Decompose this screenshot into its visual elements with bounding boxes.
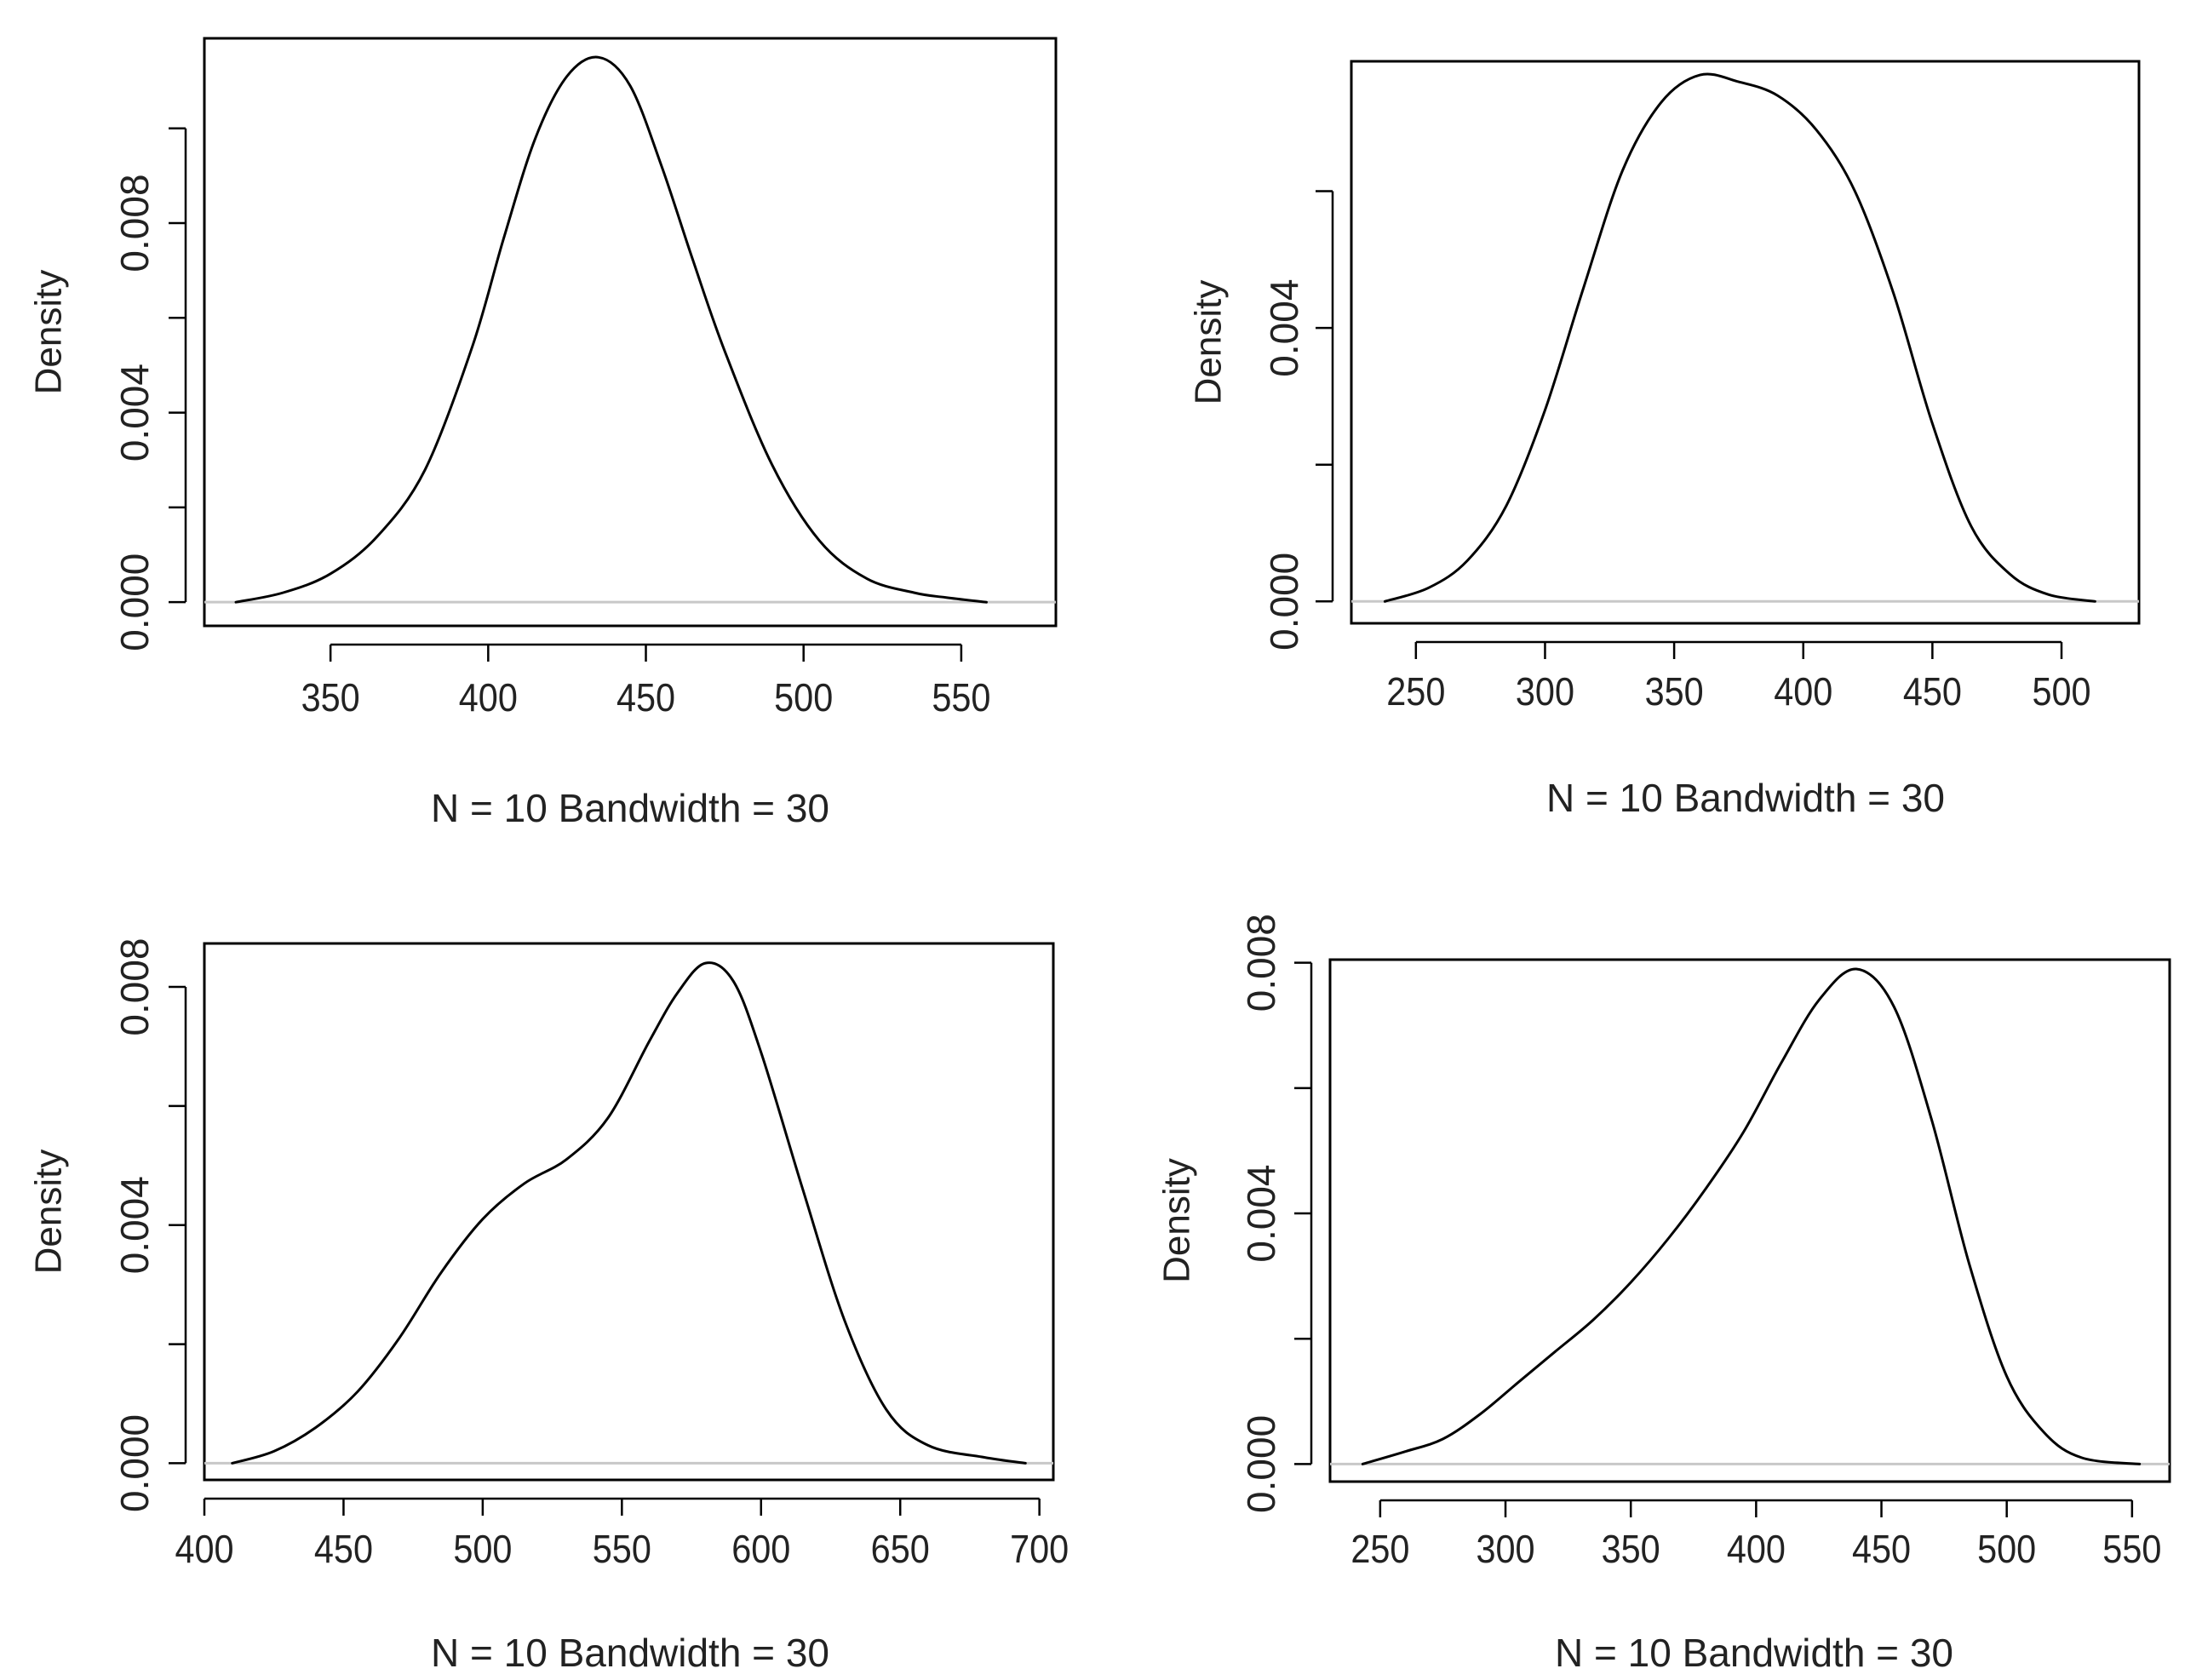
x-tick-label: 400 — [1774, 670, 1832, 714]
x-tick-label: 500 — [1977, 1528, 2036, 1572]
density-curve — [234, 55, 988, 604]
x-tick-label: 400 — [175, 1528, 233, 1572]
x-tick-label: 500 — [774, 676, 833, 720]
y-tick-label: 0.000 — [1239, 1415, 1283, 1513]
x-tick-label: 400 — [459, 676, 518, 720]
x-axis-title: N = 10 Bandwidth = 30 — [1546, 776, 1945, 820]
x-tick-label: 300 — [1516, 670, 1574, 714]
x-tick-label: 300 — [1476, 1528, 1534, 1572]
y-tick-label: 0.008 — [112, 937, 157, 1035]
y-axis-title: Density — [28, 1150, 70, 1275]
y-tick-label: 0.000 — [1262, 553, 1306, 651]
y-axis-title: Density — [28, 270, 70, 395]
x-tick-label: 450 — [1903, 670, 1962, 714]
x-tick-label: 500 — [2032, 670, 2090, 714]
y-tick-label: 0.004 — [1239, 1164, 1283, 1262]
y-axis-title: Density — [1156, 1158, 1198, 1283]
x-tick-label: 550 — [2102, 1528, 2161, 1572]
y-tick-label: 0.000 — [112, 1414, 157, 1512]
x-tick-label: 450 — [314, 1528, 373, 1572]
x-tick-label: 550 — [593, 1528, 651, 1572]
x-tick-label: 700 — [1010, 1528, 1069, 1572]
x-tick-label: 650 — [871, 1528, 930, 1572]
x-axis-title: N = 10 Bandwidth = 30 — [1555, 1631, 1953, 1675]
density-curve — [1361, 967, 2142, 1465]
density-panel-3: 400 450 500 550 600 650 700 0.000 0.004 0.008 Dens… — [28, 937, 1069, 1675]
x-tick-label: 250 — [1386, 670, 1445, 714]
x-axis-title: N = 10 Bandwidth = 30 — [431, 1631, 829, 1675]
x-tick-label: 350 — [1602, 1528, 1660, 1572]
y-tick-label: 0.004 — [1262, 279, 1306, 377]
x-tick-label: 550 — [932, 676, 990, 720]
density-curve — [231, 961, 1027, 1465]
x-tick-label: 450 — [1852, 1528, 1911, 1572]
x-tick-label: 500 — [453, 1528, 512, 1572]
x-tick-label: 450 — [616, 676, 675, 720]
y-tick-label: 0.004 — [112, 1176, 157, 1274]
plot-frame — [203, 37, 1058, 628]
plot-frame — [203, 942, 1055, 1482]
plot-frame — [1328, 958, 2171, 1483]
y-tick-label: 0.004 — [112, 364, 157, 462]
x-axis-title: N = 10 Bandwidth = 30 — [431, 786, 829, 830]
y-tick-label: 0.008 — [1239, 914, 1283, 1012]
density-panel-4: 250 300 350 400 450 500 550 0.000 0.004 0.008 Dens… — [1156, 914, 2171, 1675]
y-axis-title: Density — [1188, 280, 1230, 405]
x-tick-label: 350 — [1645, 670, 1704, 714]
plot-frame — [1350, 60, 2141, 625]
density-panel-1: 350 400 450 500 550 0.000 0.004 0.008 Density N =… — [28, 37, 1058, 830]
density-curve — [1383, 72, 2096, 603]
y-tick-label: 0.008 — [112, 174, 157, 272]
x-tick-label: 350 — [301, 676, 360, 720]
density-panel-2: 250 300 350 400 450 500 0.000 0.004 Density N = 1… — [1188, 60, 2141, 820]
y-tick-label: 0.000 — [112, 553, 157, 651]
x-tick-label: 250 — [1350, 1528, 1409, 1572]
x-tick-label: 400 — [1727, 1528, 1786, 1572]
x-tick-label: 600 — [731, 1528, 790, 1572]
